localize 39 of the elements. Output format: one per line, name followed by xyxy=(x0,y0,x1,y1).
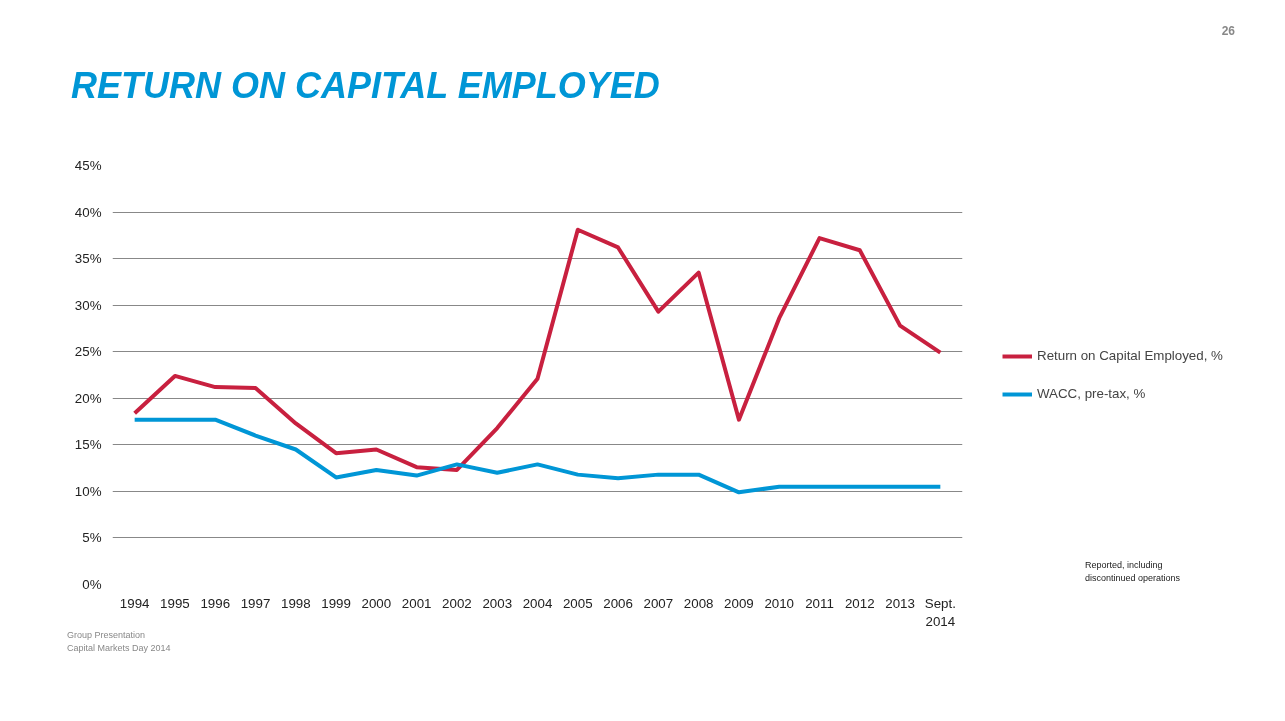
y-tick-label: 25% xyxy=(74,344,102,360)
x-tick-label: 2005 xyxy=(562,595,593,611)
x-tick-label: 1997 xyxy=(240,595,271,611)
y-tick-label: 45% xyxy=(74,158,102,173)
x-tick-label: 2010 xyxy=(764,595,795,611)
y-tick-label: 40% xyxy=(74,204,102,220)
x-tick-label: Sept. 2014 xyxy=(924,595,956,629)
text: Group Presentation Capital Markets Day 2014 xyxy=(67,629,171,655)
line-series xyxy=(132,417,943,495)
x-tick-label: 2006 xyxy=(603,595,633,611)
chart-title: RETURN ON CAPITAL EMPLOYED xyxy=(71,64,660,108)
x-tick-label: 1996 xyxy=(200,595,231,611)
y-tick-label: 35% xyxy=(74,251,102,267)
x-tick-label: 2000 xyxy=(361,595,392,611)
y-tick-label: 10% xyxy=(74,483,102,499)
y-tick-label: 20% xyxy=(74,390,102,406)
x-tick-label: 2004 xyxy=(522,595,553,611)
x-tick-label: 2007 xyxy=(643,595,674,611)
legend-label: Return on Capital Employed, % xyxy=(1037,348,1223,363)
x-tick-label: 2001 xyxy=(401,595,432,611)
x-tick-label: 2009 xyxy=(724,595,754,611)
x-tick-label: 2003 xyxy=(482,595,513,611)
x-tick-label: 2011 xyxy=(805,595,834,611)
text: 26 xyxy=(1221,23,1235,40)
x-tick-label: 1998 xyxy=(280,595,311,611)
x-tick-label: 2012 xyxy=(844,595,875,611)
y-tick-label: 30% xyxy=(74,297,102,313)
line-series xyxy=(132,227,943,472)
y-tick-label: 15% xyxy=(74,437,102,453)
x-tick-label: 2013 xyxy=(885,595,915,611)
text: Reported, including discontinued operations xyxy=(1085,559,1181,585)
x-tick-label: 1999 xyxy=(321,595,351,611)
x-tick-label: 2008 xyxy=(683,595,714,611)
x-tick-label: 2002 xyxy=(442,595,472,611)
x-tick-label: 1994 xyxy=(119,595,151,611)
y-tick-label: 5% xyxy=(82,530,102,546)
y-tick-label: 0% xyxy=(82,577,102,592)
x-tick-label: 1995 xyxy=(160,595,190,611)
legend-label: WACC, pre-tax, % xyxy=(1037,386,1146,401)
